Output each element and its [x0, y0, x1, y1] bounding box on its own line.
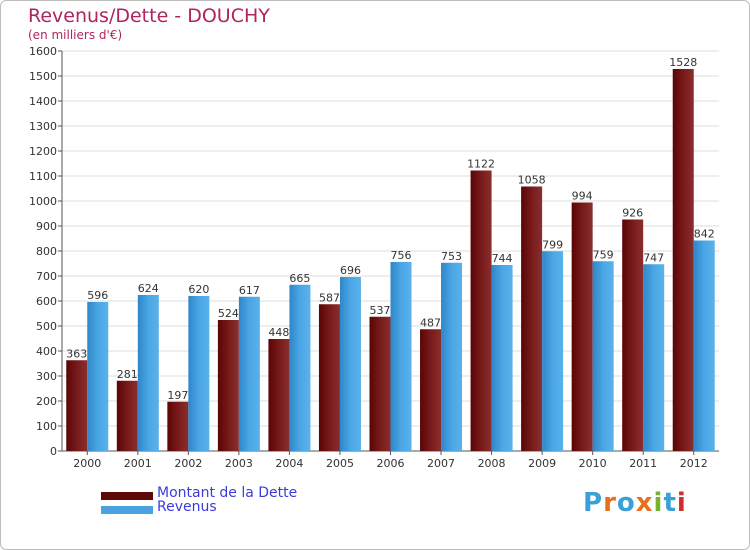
bar-dette	[470, 170, 492, 451]
value-label-revenus: 756	[391, 249, 412, 262]
y-tick-label: 0	[50, 445, 57, 458]
bar-revenus	[390, 262, 412, 451]
value-label-revenus: 759	[593, 248, 614, 261]
y-tick-label: 500	[36, 320, 57, 333]
x-tick-label: 2004	[275, 457, 303, 470]
value-label-dette: 197	[167, 389, 188, 402]
value-label-dette: 448	[268, 326, 289, 339]
value-label-revenus: 617	[239, 284, 260, 297]
y-tick-label: 900	[36, 220, 57, 233]
y-tick-label: 200	[36, 395, 57, 408]
y-tick-label: 1200	[29, 145, 57, 158]
value-label-revenus: 753	[441, 250, 462, 263]
x-tick-label: 2000	[73, 457, 101, 470]
bar-dette	[318, 304, 340, 451]
value-label-revenus: 842	[694, 228, 715, 241]
chart-subtitle: (en milliers d'€)	[28, 28, 123, 42]
y-tick-label: 300	[36, 370, 57, 383]
value-label-revenus: 624	[138, 282, 159, 295]
value-label-revenus: 596	[87, 289, 108, 302]
logo-letter: r	[603, 488, 617, 518]
y-tick-label: 1000	[29, 195, 57, 208]
bar-dette	[268, 339, 290, 451]
y-tick-label: 1400	[29, 95, 57, 108]
value-label-dette: 363	[66, 347, 87, 360]
bar-dette	[420, 329, 442, 451]
bar-revenus	[289, 284, 311, 451]
value-label-revenus: 665	[289, 272, 310, 285]
bar-revenus	[339, 277, 361, 451]
y-tick-label: 400	[36, 345, 57, 358]
value-label-dette: 537	[370, 304, 391, 317]
x-tick-label: 2003	[225, 457, 253, 470]
logo-letter: o	[616, 488, 636, 518]
bar-dette	[167, 401, 189, 451]
bar-dette	[672, 69, 694, 451]
chart-title: Revenus/Dette - DOUCHY	[28, 5, 270, 27]
x-tick-label: 2005	[326, 457, 354, 470]
value-label-dette: 587	[319, 291, 340, 304]
y-tick-label: 1100	[29, 170, 57, 183]
legend-label-dette: Montant de la Dette	[157, 485, 298, 501]
y-tick-label: 700	[36, 270, 57, 283]
y-tick-label: 1300	[29, 120, 57, 133]
proxiti-logo: Proxiti	[583, 488, 687, 518]
value-label-revenus: 799	[542, 238, 563, 251]
value-label-revenus: 747	[643, 251, 664, 264]
x-tick-label: 2001	[124, 457, 152, 470]
y-tick-label: 600	[36, 295, 57, 308]
x-tick-label: 2009	[528, 457, 556, 470]
bar-dette	[217, 320, 239, 451]
value-label-dette: 1122	[467, 158, 495, 171]
value-label-dette: 994	[572, 190, 593, 203]
bar-revenus	[137, 295, 159, 451]
x-tick-label: 2008	[478, 457, 506, 470]
value-label-dette: 1058	[518, 174, 546, 187]
logo-letter: t	[663, 488, 677, 518]
value-label-revenus: 744	[492, 252, 513, 265]
value-label-dette: 281	[117, 368, 138, 381]
y-tick-label: 100	[36, 420, 57, 433]
value-label-revenus: 620	[188, 283, 209, 296]
legend-label-revenus: Revenus	[157, 499, 217, 515]
bar-revenus	[188, 296, 210, 451]
x-tick-label: 2010	[579, 457, 607, 470]
y-tick-label: 800	[36, 245, 57, 258]
bar-dette	[521, 186, 543, 451]
bar-revenus	[693, 240, 715, 451]
logo-letter: P	[583, 488, 604, 518]
legend-swatch-revenus	[101, 506, 153, 514]
x-tick-label: 2007	[427, 457, 455, 470]
logo-letter: i	[676, 488, 687, 518]
value-label-dette: 487	[420, 316, 441, 329]
logo-letter: x	[635, 488, 654, 518]
x-tick-label: 2011	[629, 457, 657, 470]
bar-dette	[622, 219, 644, 451]
bar-dette	[369, 316, 391, 451]
bar-dette	[66, 360, 88, 451]
bar-revenus	[441, 262, 463, 451]
y-tick-label: 1500	[29, 70, 57, 83]
legend-swatch-dette	[101, 492, 153, 500]
value-label-revenus: 696	[340, 264, 361, 277]
x-tick-label: 2012	[680, 457, 708, 470]
bar-revenus	[592, 261, 614, 451]
bar-dette	[571, 202, 593, 451]
value-label-dette: 524	[218, 307, 239, 320]
bar-revenus	[643, 264, 665, 451]
value-label-dette: 1528	[669, 56, 697, 69]
bar-revenus	[238, 296, 260, 451]
x-tick-label: 2002	[174, 457, 202, 470]
bar-revenus	[87, 302, 109, 451]
bar-revenus	[491, 265, 513, 451]
logo-letter: i	[653, 488, 664, 518]
y-tick-label: 1600	[29, 45, 57, 58]
bar-dette	[116, 380, 138, 451]
x-tick-label: 2006	[377, 457, 405, 470]
value-label-dette: 926	[622, 207, 643, 220]
bar-revenus	[542, 251, 564, 451]
